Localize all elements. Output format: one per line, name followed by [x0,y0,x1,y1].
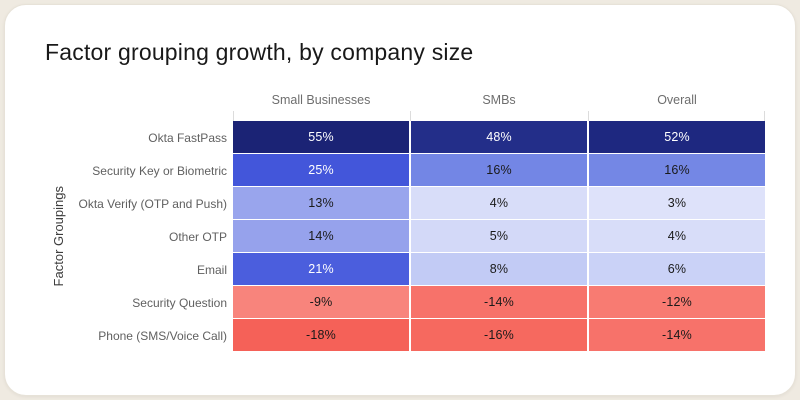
heatmap-cell: 5% [411,220,587,252]
heatmap-cell: 16% [589,154,765,186]
axis-tick [410,111,412,121]
heatmap-cell: 16% [411,154,587,186]
row-label: Email [196,262,227,277]
row-labels: Okta FastPass Security Key or Biometric Ok… [5,121,227,352]
axis-ticks [233,111,765,121]
heatmap-cell: 14% [233,220,409,252]
heatmap-cell: -9% [233,286,409,318]
axis-tick [233,111,234,121]
heatmap-cell: 3% [589,187,765,219]
column-header-overall: Overall [657,93,697,107]
row-label: Phone (SMS/Voice Call) [98,328,227,343]
heatmap-cell: 6% [589,253,765,285]
heatmap-cell: 4% [411,187,587,219]
axis-tick [764,111,765,121]
heatmap-cell: -14% [589,319,765,351]
heatmap-cell: 8% [411,253,587,285]
heatmap-cell: -16% [411,319,587,351]
heatmap-grid: 55% 48% 52% 25% 16% 16% 13% 4% 3% 14% 5% 4% 21% 8% 6% -… [233,121,765,351]
row-label: Okta Verify (OTP and Push) [78,196,227,211]
row-label: Other OTP [168,229,227,244]
column-headers: Small Businesses SMBs Overall [233,93,765,107]
heatmap-cell: 13% [233,187,409,219]
heatmap-cell: 21% [233,253,409,285]
heatmap-cell: 25% [233,154,409,186]
heatmap-cell: -14% [411,286,587,318]
row-label: Security Key or Biometric [92,163,227,178]
row-label: Okta FastPass [148,130,227,145]
column-header-small-businesses: Small Businesses [271,93,371,107]
heatmap-cell: 55% [233,121,409,153]
column-header-smbs: SMBs [482,93,516,107]
heatmap-cell: -18% [233,319,409,351]
heatmap-cell: -12% [589,286,765,318]
axis-tick [587,111,589,121]
card: Factor grouping growth, by company size … [4,4,796,396]
heatmap-cell: 4% [589,220,765,252]
chart-title: Factor grouping growth, by company size [45,39,474,65]
heatmap-cell: 48% [411,121,587,153]
heatmap-cell: 52% [589,121,765,153]
row-label: Security Question [132,295,227,310]
